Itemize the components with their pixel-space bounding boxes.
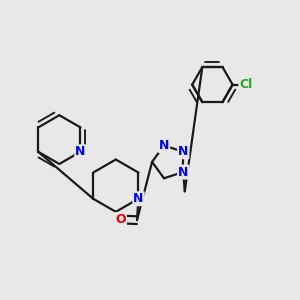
Text: O: O: [115, 213, 126, 226]
Text: N: N: [159, 139, 169, 152]
Text: N: N: [75, 145, 85, 158]
Text: N: N: [178, 145, 188, 158]
Text: N: N: [178, 166, 188, 178]
Text: Cl: Cl: [239, 78, 253, 91]
Text: N: N: [133, 192, 144, 205]
